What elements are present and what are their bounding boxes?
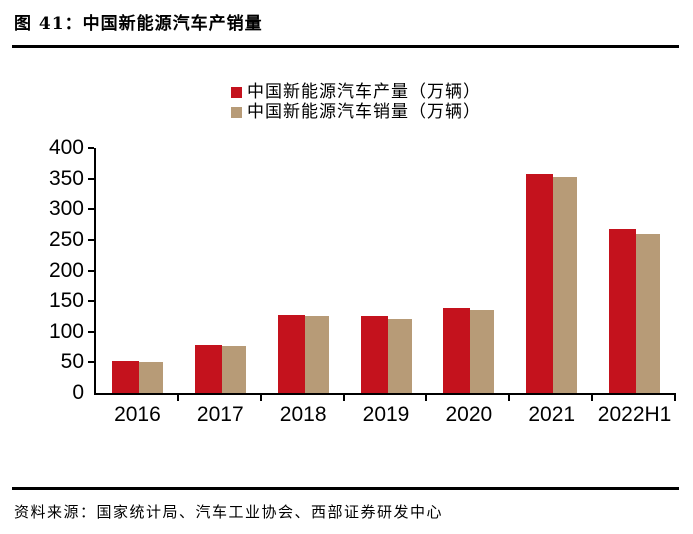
- x-axis-label-2018: 2018: [279, 403, 327, 426]
- bar-sales-2020: [470, 309, 495, 393]
- x-tick: [176, 395, 179, 401]
- y-tick: [88, 330, 94, 333]
- x-tick: [342, 395, 345, 401]
- x-axis-label-2016: 2016: [114, 403, 161, 426]
- y-tick-label: 350: [48, 166, 84, 190]
- y-tick-label: 0: [72, 381, 84, 404]
- bottom-divider: [12, 487, 679, 490]
- x-axis-label-2020: 2020: [445, 403, 493, 426]
- bar-production-2017: [194, 344, 222, 393]
- y-tick: [88, 269, 94, 272]
- legend-label-sales: 中国新能源汽车销量（万辆）: [247, 102, 481, 122]
- source-note: 资料来源：国家统计局、汽车工业协会、西部证券研发中心: [14, 503, 444, 521]
- legend-item-production: 中国新能源汽车产量（万辆）: [231, 82, 481, 102]
- y-tick: [88, 147, 94, 149]
- y-axis: [94, 148, 96, 395]
- y-tick-label: 300: [48, 197, 84, 221]
- x-tick: [259, 395, 262, 401]
- production-swatch-icon: [231, 86, 242, 98]
- y-tick-label: 50: [60, 350, 84, 374]
- bar-sales-2021: [553, 177, 578, 393]
- y-tick: [88, 361, 94, 364]
- x-tick: [508, 395, 511, 401]
- bar-production-2021: [526, 174, 554, 393]
- y-tick: [88, 300, 94, 303]
- y-tick: [88, 238, 94, 241]
- x-tick: [674, 395, 676, 401]
- chart-legend: 中国新能源汽车产量（万辆） 中国新能源汽车销量（万辆）: [231, 82, 481, 122]
- bar-production-2022H1: [609, 228, 637, 393]
- x-axis-label-2017: 2017: [196, 403, 244, 426]
- legend-item-sales: 中国新能源汽车销量（万辆）: [231, 102, 481, 122]
- bar-sales-2016: [138, 362, 163, 393]
- x-axis: [94, 393, 676, 395]
- sales-swatch-icon: [231, 106, 242, 118]
- y-tick-label: 150: [48, 289, 84, 313]
- x-tick: [425, 395, 428, 401]
- y-tick-label: 100: [48, 319, 84, 343]
- legend-label-production: 中国新能源汽车产量（万辆）: [247, 82, 481, 102]
- bar-sales-2019: [387, 318, 412, 393]
- bar-production-2019: [360, 315, 388, 393]
- y-tick: [88, 177, 94, 180]
- x-axis-label-2019: 2019: [362, 403, 410, 426]
- figure-title: 图 41：中国新能源汽车产销量: [14, 14, 263, 34]
- x-tick: [591, 395, 594, 401]
- x-axis-label-2022H1: 2022H1: [597, 403, 672, 426]
- bar-production-2020: [443, 307, 471, 393]
- y-tick: [88, 208, 94, 211]
- bar-sales-2022H1: [636, 233, 661, 393]
- x-axis-label-2021: 2021: [528, 403, 576, 426]
- top-divider: [12, 45, 679, 48]
- bar-sales-2017: [221, 345, 246, 393]
- bar-production-2018: [277, 314, 305, 393]
- y-tick-label: 400: [48, 136, 84, 159]
- y-tick-label: 250: [48, 227, 84, 251]
- bar-sales-2018: [304, 316, 329, 393]
- bar-production-2016: [111, 361, 139, 393]
- y-tick-label: 200: [48, 258, 84, 282]
